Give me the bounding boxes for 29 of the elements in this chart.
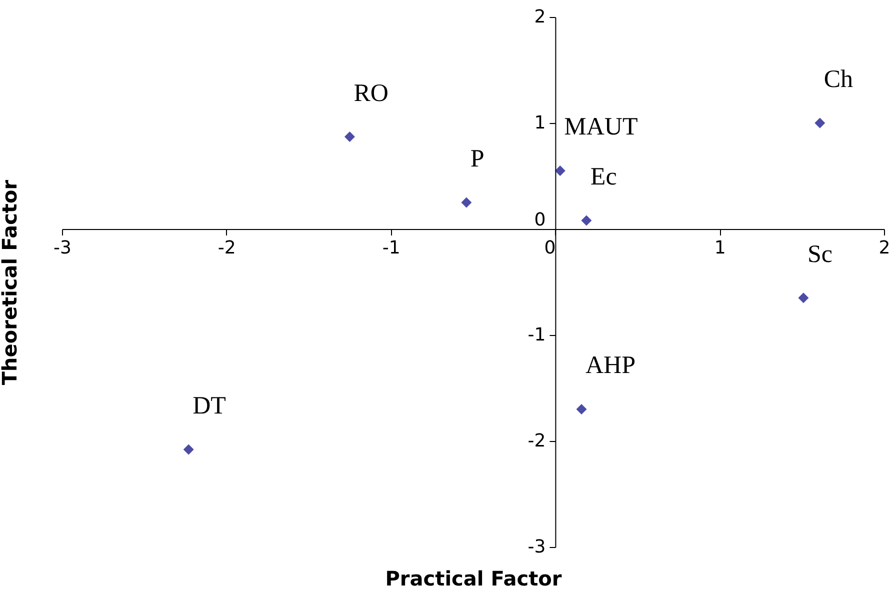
y-tick-label: -1 [528, 324, 546, 346]
point [461, 197, 472, 208]
point [576, 404, 587, 414]
annotation: DT [192, 392, 226, 420]
x-tick-label: 1 [714, 238, 726, 258]
annotation: Ec [590, 164, 617, 191]
y-tick-label: -3 [528, 536, 546, 558]
point [798, 292, 809, 304]
point [344, 132, 355, 142]
x-axis-title: Practical Factor [385, 566, 562, 590]
y-tick-label: 0 [534, 210, 546, 230]
annotation: Ch [824, 66, 854, 93]
y-tick-label: 1 [534, 112, 546, 134]
point [581, 215, 592, 226]
annotation: MAUT [564, 114, 638, 141]
x-tick-label: -2 [218, 238, 236, 258]
y-tick-label: 2 [534, 6, 546, 28]
x-tick-label: -1 [382, 238, 400, 258]
annotation: AHP [586, 352, 636, 380]
point [183, 444, 194, 455]
annotation: RO [354, 80, 388, 107]
x-tick-label: 2 [878, 238, 890, 258]
x-tick-label: -3 [54, 238, 72, 258]
y-tick-label: -2 [528, 430, 546, 452]
point [554, 165, 566, 176]
annotation: Sc [807, 240, 832, 268]
annotation: P [470, 146, 484, 172]
y-axis-title: Theoretical Factor [0, 180, 22, 386]
point [814, 118, 826, 128]
